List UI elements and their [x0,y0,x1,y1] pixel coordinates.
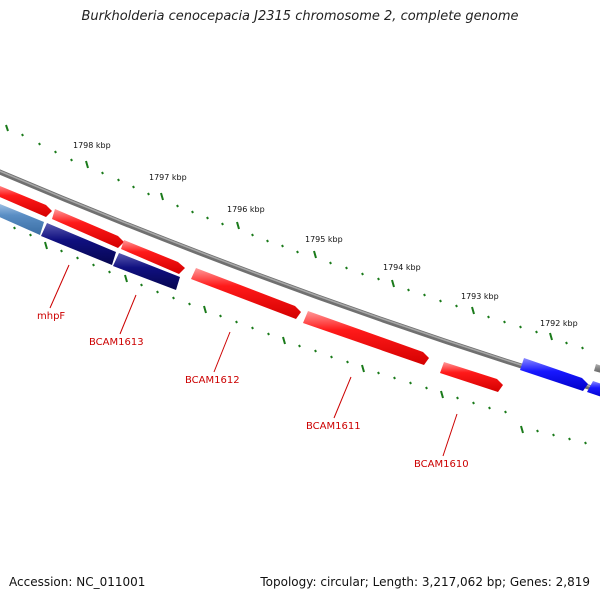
forward-gene-arrow [0,186,52,217]
forward-strand-genes [0,186,503,392]
scale-label-1797: 1797 kbp [149,173,187,182]
scale-label-1798: 1798 kbp [73,141,111,150]
figure-title: Burkholderia cenocepacia J2315 chromosom… [81,9,519,24]
gene-label-BCAM1610: BCAM1610 [414,459,469,470]
gene-label-BCAM1611: BCAM1611 [306,421,361,432]
reverse-gene-arrow [587,381,600,397]
reverse-gene-arrow [0,204,44,235]
reverse-gene-arrow [41,223,116,265]
reverse-strand-genes [0,204,600,397]
scale-label-1796: 1796 kbp [227,205,265,214]
reverse-gene-arrow [520,358,588,391]
forward-gene-arrow [191,268,301,319]
scale-label-1793: 1793 kbp [461,292,499,301]
reverse-gene-arrow [113,253,180,290]
genome-summary-text: Topology: circular; Length: 3,217,062 bp… [260,575,590,589]
forward-gene-arrow [52,209,124,248]
scale-label-1795: 1795 kbp [305,235,343,244]
chromosome-backbone [0,169,600,394]
scale-label-1792: 1792 kbp [540,319,578,328]
accession-text: Accession: NC_011001 [9,575,146,589]
gene-label-leaders [49,264,458,457]
forward-gene-arrow [121,240,185,274]
outer-scale-ticks [5,124,584,350]
gene-label-BCAM1612: BCAM1612 [185,375,240,386]
forward-gene-arrow [303,311,429,365]
gene-label-mhpF: mhpF [37,311,65,322]
scale-label-1794: 1794 kbp [383,263,421,272]
reverse-gene-arrow [594,364,600,373]
gene-label-BCAM1613: BCAM1613 [89,337,144,348]
forward-gene-arrow [440,362,503,392]
inner-scale-ticks [13,226,587,445]
